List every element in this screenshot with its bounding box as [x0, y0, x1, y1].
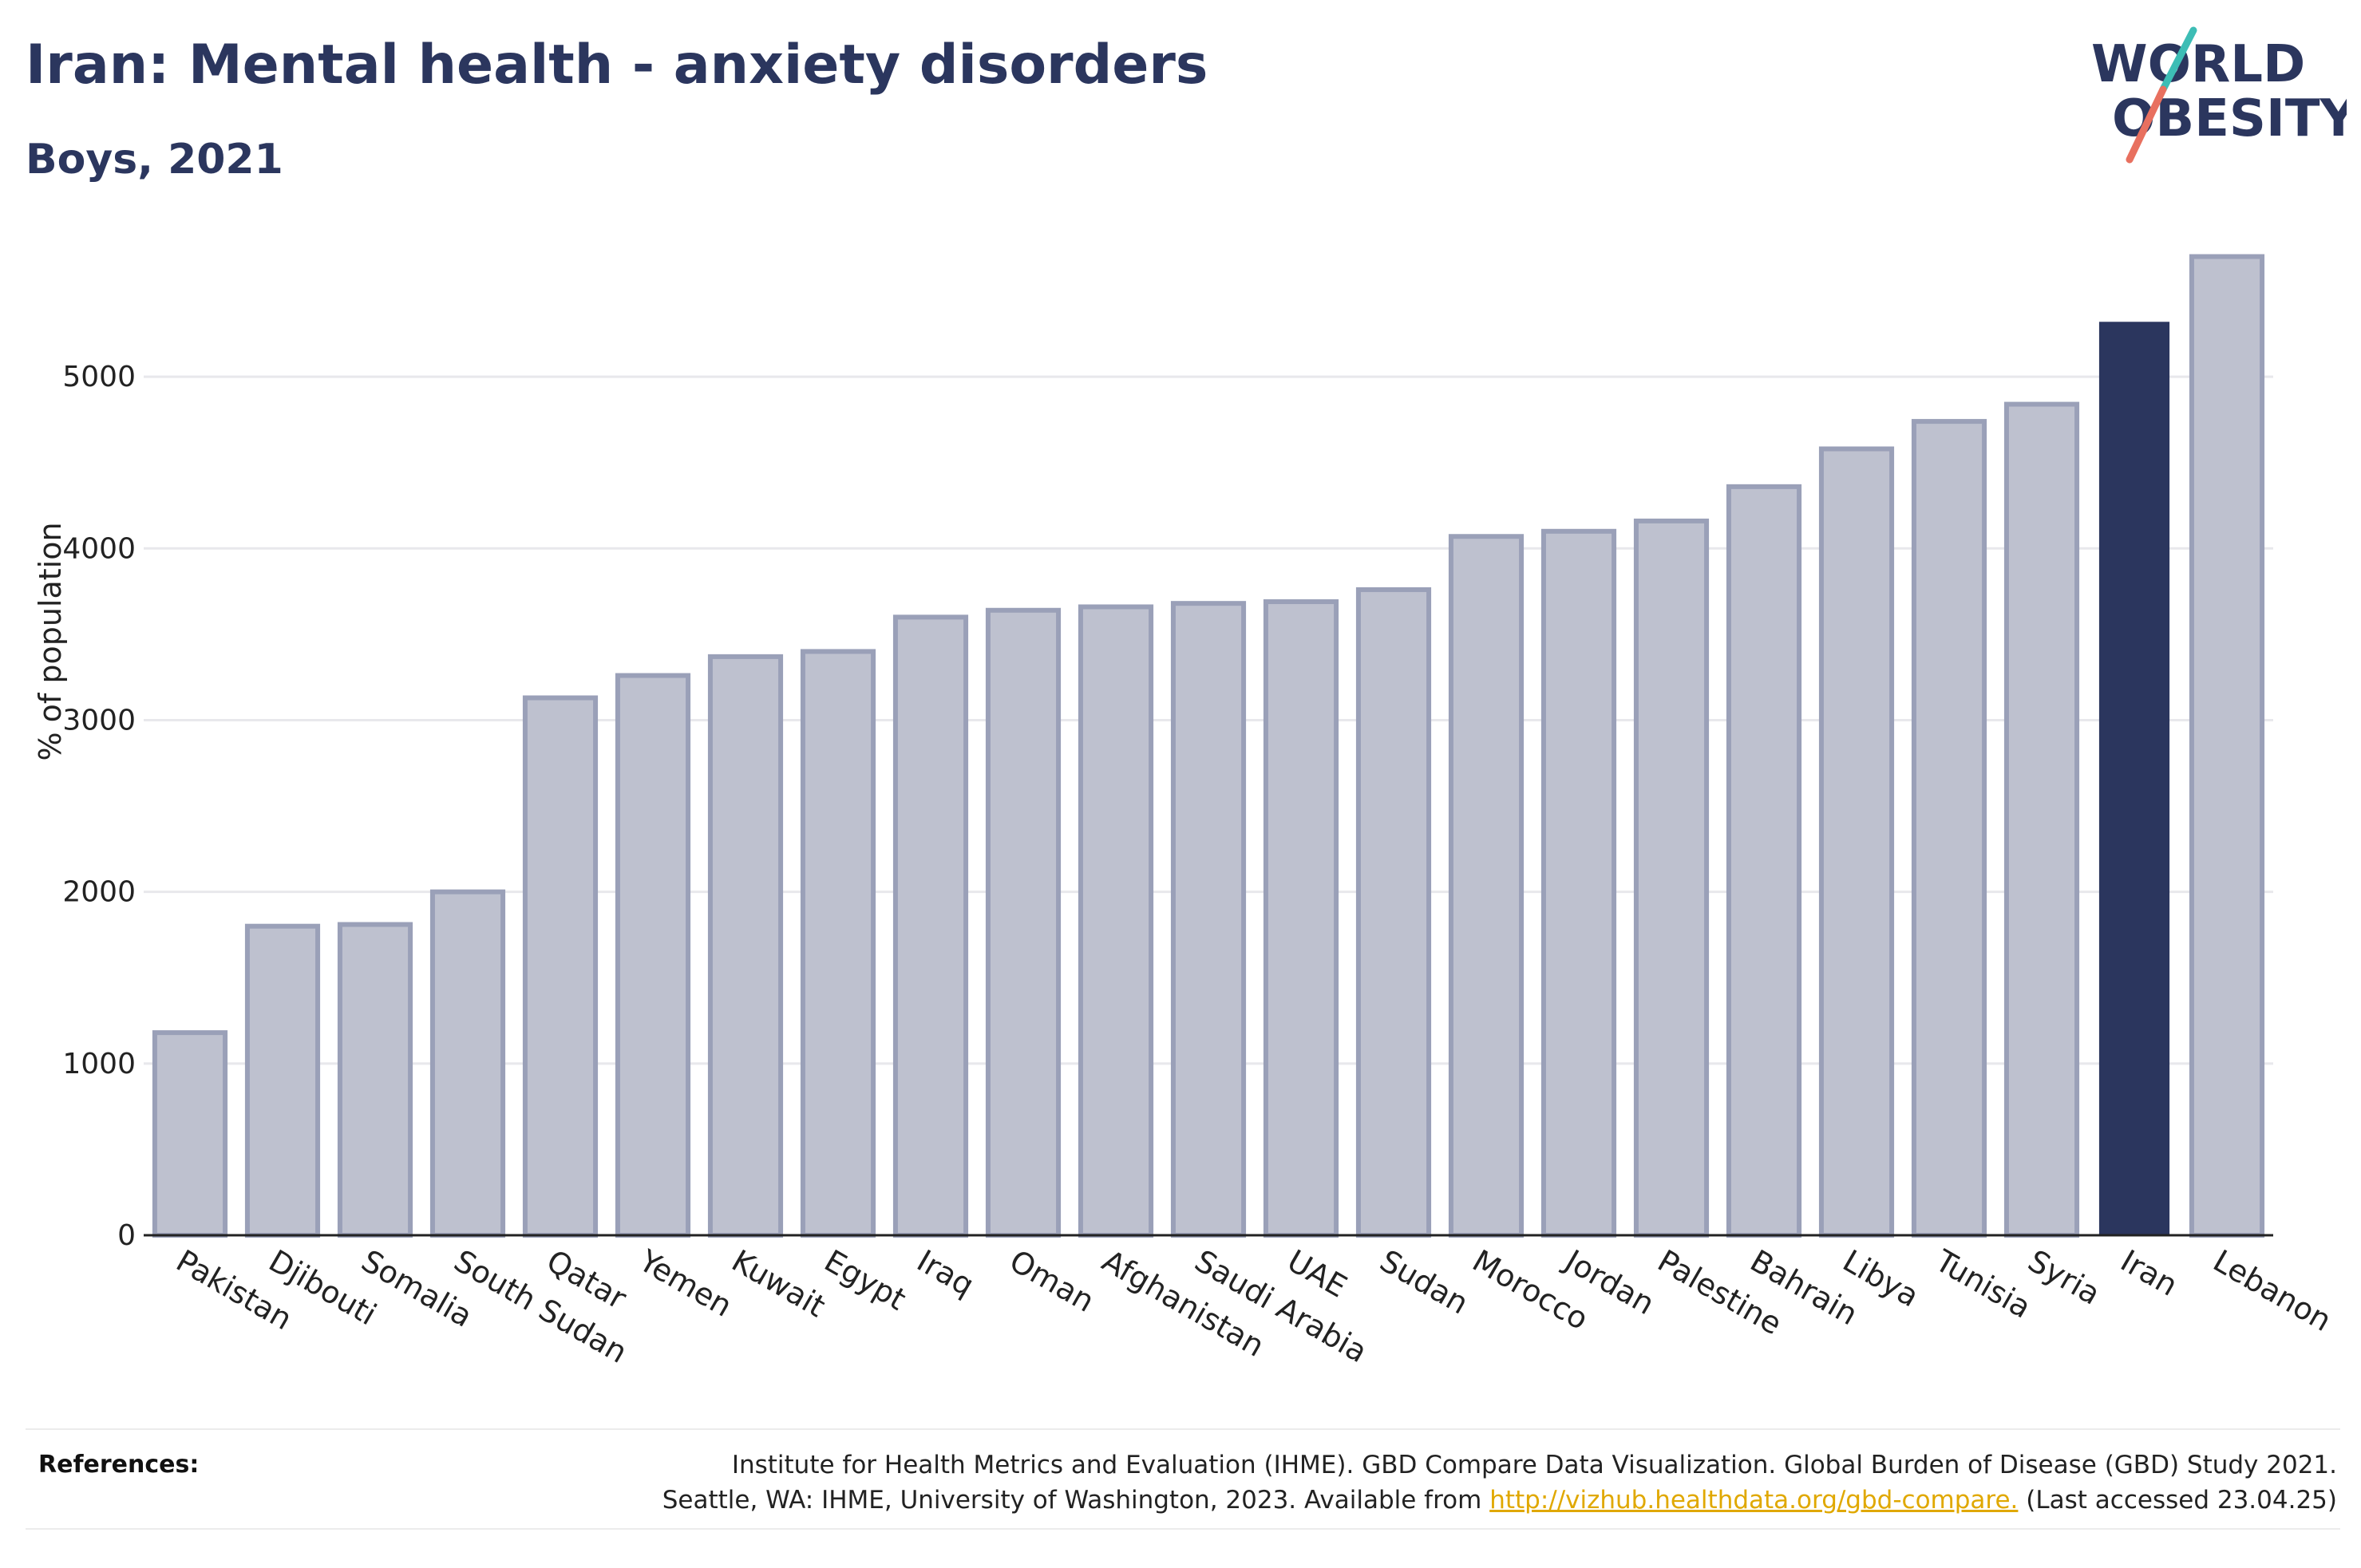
bar-djibouti	[244, 923, 321, 1238]
bar-afghanistan	[1078, 604, 1154, 1238]
y-tick-label: 2000	[62, 876, 136, 909]
reference-line-1: Institute for Health Metrics and Evaluat…	[731, 1451, 2337, 1479]
bar-tunisia	[1911, 419, 1987, 1238]
references-label: References:	[38, 1451, 200, 1479]
y-tick-label: 5000	[62, 361, 136, 393]
logo-slash-coral	[2126, 85, 2167, 164]
bar-kuwait	[707, 654, 784, 1238]
x-tick-label: Kuwait	[726, 1243, 832, 1325]
x-tick-label: Iran	[2115, 1243, 2184, 1303]
references-text: Institute for Health Metrics and Evaluat…	[501, 1448, 2337, 1518]
y-tick-label: 1000	[62, 1048, 136, 1080]
bar-iraq	[892, 614, 969, 1238]
bar-qatar	[522, 695, 599, 1238]
x-tick-label: Oman	[1004, 1243, 1101, 1319]
bar-pakistan	[152, 1030, 228, 1238]
x-tick-label: Lebanon	[2208, 1243, 2338, 1338]
x-tick-label: Sudan	[1374, 1243, 1475, 1321]
bar-oman	[985, 607, 1062, 1238]
footer-divider-bottom	[26, 1528, 2340, 1530]
reference-line-2-suffix: (Last accessed 23.04.25)	[2026, 1486, 2337, 1515]
bar-iran	[2098, 322, 2170, 1236]
reference-line-2-text: Seattle, WA: IHME, University of Washing…	[662, 1486, 1482, 1515]
bar-egypt	[800, 649, 876, 1238]
bar-saudi-arabia	[1170, 601, 1247, 1238]
bar-sudan	[1355, 587, 1432, 1238]
x-tick-label: Egypt	[819, 1243, 912, 1317]
reference-link[interactable]: http://vizhub.healthdata.org/gbd-compare…	[1489, 1486, 2019, 1515]
bar-lebanon	[2189, 254, 2265, 1238]
chart-subtitle: Boys, 2021	[26, 136, 283, 184]
y-tick-label: 4000	[62, 532, 136, 565]
x-tick-label: Iraq	[912, 1243, 980, 1303]
x-tick-label: Tunisia	[1929, 1242, 2037, 1325]
bar-jordan	[1540, 528, 1617, 1238]
bar-syria	[2003, 401, 2080, 1238]
y-tick-label: 3000	[62, 704, 136, 737]
footer-divider-top	[26, 1428, 2340, 1430]
bar-yemen	[615, 673, 691, 1238]
bar-uae	[1263, 599, 1339, 1238]
world-obesity-logo: WORLD OBESITY	[2091, 26, 2347, 164]
bar-morocco	[1448, 534, 1525, 1238]
chart-title: Iran: Mental health - anxiety disorders	[26, 34, 1208, 97]
logo-slash-teal	[2159, 26, 2197, 93]
bar-south-sudan	[429, 889, 506, 1238]
bar-bahrain	[1726, 484, 1802, 1238]
y-axis-label: % of population	[33, 522, 68, 760]
y-tick-label: 0	[117, 1219, 136, 1252]
x-tick-label: Yemen	[633, 1242, 738, 1324]
bar-palestine	[1633, 518, 1710, 1238]
logo-text-world: WORLD	[2091, 35, 2305, 94]
bar-somalia	[337, 922, 413, 1238]
x-tick-label: Syria	[2023, 1243, 2106, 1312]
bar-libya	[1818, 446, 1895, 1238]
reference-line-2: Seattle, WA: IHME, University of Washing…	[501, 1483, 2337, 1518]
